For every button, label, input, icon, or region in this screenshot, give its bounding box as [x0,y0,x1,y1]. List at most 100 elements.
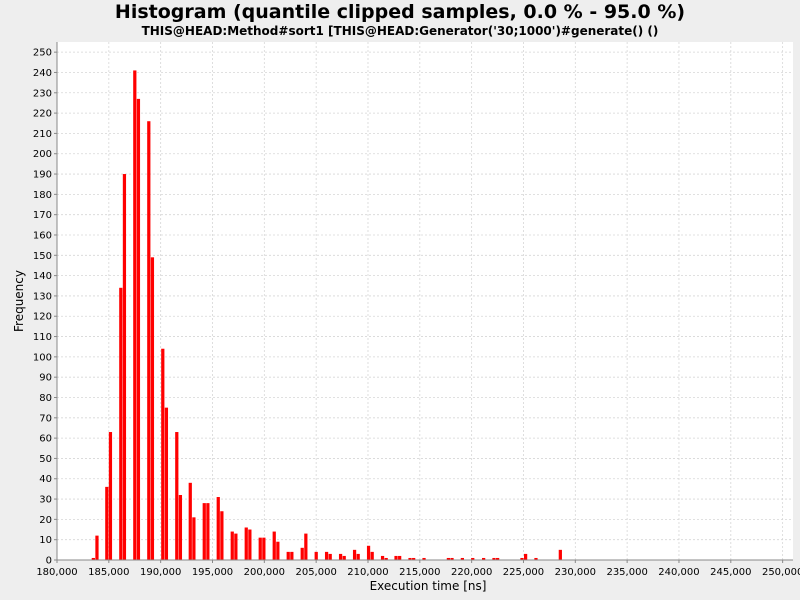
y-tick-label: 230 [33,88,52,99]
histogram-bar [446,557,450,560]
histogram-bar [230,531,234,560]
y-tick-label: 130 [33,291,52,302]
histogram-bar [119,287,123,560]
y-tick-label: 70 [39,413,52,424]
histogram-bar [328,553,332,560]
histogram-bar [164,407,169,560]
histogram-bar [352,549,357,560]
y-tick-label: 90 [39,373,52,384]
y-tick-label: 220 [33,109,52,120]
x-tick-label: 190,000 [140,567,181,578]
x-tick-label: 220,000 [451,567,492,578]
histogram-bar [492,557,496,560]
x-tick-label: 205,000 [295,567,336,578]
histogram-bar [133,70,137,561]
y-tick-label: 120 [33,312,52,323]
histogram-bar [95,535,99,560]
histogram-bar [161,348,165,560]
histogram-bar [188,482,192,560]
histogram-bar [258,537,262,560]
x-tick-label: 215,000 [399,567,440,578]
y-tick-label: 50 [39,454,52,465]
histogram-bar [272,531,276,560]
histogram-bar [136,98,141,561]
histogram-bar [394,555,398,560]
histogram-bar [412,557,416,560]
histogram-bar [216,497,220,560]
histogram-bar [482,557,486,560]
histogram-bar [178,494,183,560]
histogram-bar [366,545,371,560]
y-tick-label: 240 [33,68,52,79]
histogram-bar [356,553,360,560]
histogram-bar [290,551,294,560]
histogram-bar [206,503,210,560]
histogram-bar [108,432,113,560]
histogram-bar [276,541,280,560]
gridlines [56,42,793,561]
y-tick-label: 10 [39,535,52,546]
x-tick-label: 200,000 [244,567,285,578]
bars-group [91,70,562,561]
y-tick-label: 170 [33,210,52,221]
x-tick-label: 230,000 [555,567,596,578]
x-tick-label: 210,000 [347,567,388,578]
histogram-bar [370,551,374,560]
x-tick-label: 240,000 [658,567,699,578]
histogram-bar [175,432,179,560]
histogram-bar [523,553,528,560]
histogram-bar [450,557,454,560]
histogram-bar [150,257,155,560]
y-tick-label: 0 [46,556,52,567]
histogram-bar [244,527,248,560]
x-tick-label: 180,000 [36,567,77,578]
y-tick-label: 150 [33,251,52,262]
chart-subtitle: THIS@HEAD:Method#sort1 [THIS@HEAD:Genera… [141,24,659,38]
histogram-bar [220,511,224,560]
plot-area [57,42,793,560]
y-tick-label: 100 [33,352,52,363]
histogram-bar [496,557,500,560]
y-tick-label: 190 [33,170,52,181]
y-tick-label: 250 [33,48,52,59]
histogram-bar [460,557,464,560]
y-tick-label: 30 [39,495,52,506]
y-tick-label: 140 [33,271,52,282]
histogram-bar [300,547,304,560]
x-tick-label: 195,000 [192,567,233,578]
chart-title: Histogram (quantile clipped samples, 0.0… [114,1,686,23]
histogram-bar [380,555,385,560]
y-tick-label: 110 [33,332,52,343]
y-tick-label: 20 [39,515,52,526]
x-tick-label: 250,000 [762,567,800,578]
x-tick-label: 245,000 [710,567,751,578]
histogram-bar [105,486,109,560]
histogram-bar [520,557,524,560]
histogram-bar [304,533,308,560]
histogram-bar [338,553,343,560]
histogram-bar [91,557,95,560]
histogram-bar [471,557,475,560]
y-tick-label: 200 [33,149,52,160]
y-tick-label: 210 [33,129,52,140]
histogram-bar [422,557,426,560]
histogram-bar [147,121,151,561]
histogram-bar [122,174,127,560]
histogram-bar [314,551,318,560]
y-axis-label: Frequency [12,270,26,332]
x-axis-label: Execution time [ns] [370,579,487,593]
x-tick-label: 225,000 [503,567,544,578]
histogram-bar [384,557,388,560]
y-ticks: 0 10 20 30 40 50 60 70 80 90 100 110 120 130 140 150 160… [33,48,57,567]
y-tick-label: 40 [39,474,52,485]
histogram-bar [342,555,346,560]
y-tick-label: 180 [33,190,52,201]
x-tick-label: 235,000 [606,567,647,578]
histogram-bar [202,503,206,560]
histogram-bar [558,549,562,560]
y-tick-label: 60 [39,434,52,445]
histogram-bar [398,555,402,560]
x-tick-label: 185,000 [88,567,129,578]
